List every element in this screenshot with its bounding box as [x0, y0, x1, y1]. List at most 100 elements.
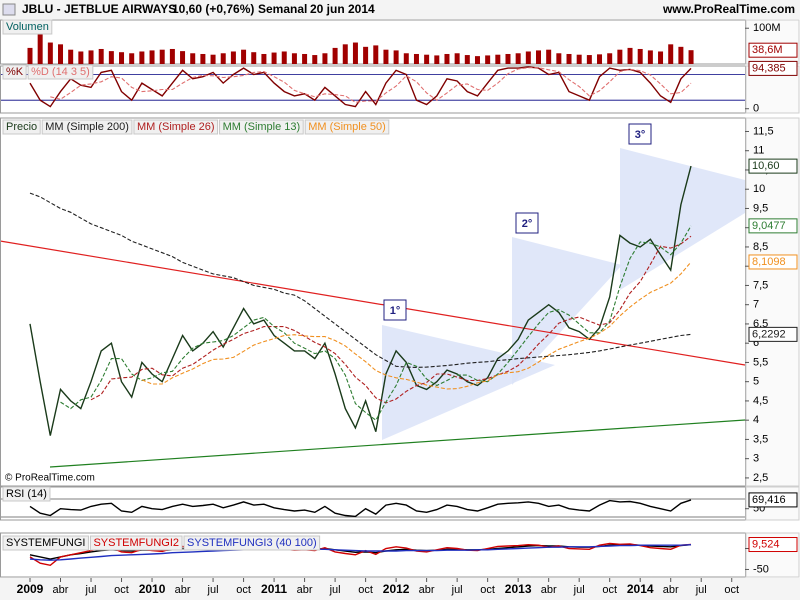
volume-bar: [515, 53, 521, 64]
value-label: 9,524: [752, 538, 780, 550]
value-label-box: [748, 158, 798, 174]
series-line: [141, 261, 692, 390]
value-label-box: [748, 254, 798, 270]
legend-entry: SYSTEMFUNGI2: [93, 537, 179, 549]
price-drawings: 1° 2° 3°: [0, 123, 746, 468]
volume-bar: [424, 54, 430, 64]
legend-box: [27, 64, 94, 80]
legend-entry: MM (Simple 50): [308, 121, 386, 133]
value-label-box: [748, 42, 798, 58]
y-tick-label: 11,5: [753, 125, 774, 137]
legend-entry: %K: [6, 66, 24, 78]
x-tick-label: jul: [451, 584, 463, 596]
volume-bar: [454, 53, 460, 64]
quote: 10,60 (+0,76%): [172, 2, 254, 16]
legend-box: [2, 119, 41, 135]
series-line: [60, 225, 692, 422]
x-axis-strip: [0, 578, 800, 600]
value-label-box: [748, 60, 798, 76]
volume-bar: [678, 46, 684, 64]
legend-box: [2, 535, 89, 551]
volume-bar: [383, 49, 389, 64]
volume-bar: [27, 47, 33, 64]
volume-bar: [108, 51, 114, 64]
legend-box: [183, 535, 321, 551]
y-tick-label: 7,5: [753, 279, 768, 291]
y-tick-label: 50: [753, 503, 765, 515]
annotation-box: [628, 123, 652, 145]
y-tick-label: -50: [753, 563, 769, 575]
value-label: 10,60: [752, 160, 780, 172]
legend-box: [304, 119, 390, 135]
value-label-box: [748, 537, 798, 553]
site: www.ProRealTime.com: [662, 2, 795, 16]
volume-bar: [556, 53, 562, 64]
x-tick-label: abr: [663, 584, 679, 596]
legend-box: [41, 119, 133, 135]
y-tick-label: 100M: [753, 22, 781, 34]
volume-bar: [291, 53, 297, 64]
volume-bar: [658, 51, 664, 64]
x-tick-label: 2011: [261, 582, 287, 596]
x-tick-label: 2013: [505, 582, 532, 596]
volume-bar: [586, 55, 592, 64]
volume-bar: [576, 54, 582, 64]
volume-bar: [607, 53, 613, 64]
x-tick-label: oct: [602, 584, 617, 596]
y-tick-label: 9,5: [753, 202, 768, 214]
volume-bar: [281, 51, 287, 64]
volume-bar: [58, 44, 64, 64]
x-tick-label: oct: [114, 584, 129, 596]
value-label: 38,6M: [752, 44, 783, 56]
series-line: [29, 66, 692, 108]
legend-entry: MM (Simple 13): [223, 121, 301, 133]
volume-bar: [485, 55, 491, 64]
volume-bar: [129, 53, 135, 64]
volume-bar: [180, 51, 186, 64]
volume-bar: [159, 49, 165, 64]
y-tick-label: 3: [753, 453, 759, 465]
value-label: 9,0477: [752, 220, 786, 232]
y-tick-label: 4,5: [753, 395, 768, 407]
legend-box: [133, 119, 219, 135]
annotation-box: [515, 212, 539, 234]
trend-line: [49, 419, 746, 468]
series-line: [29, 192, 692, 368]
volume-bar: [403, 53, 409, 64]
legend-box: [2, 486, 51, 502]
legend-entry: MM (Simple 26): [137, 121, 215, 133]
series-line: [50, 67, 692, 103]
volume-bar: [617, 49, 623, 64]
period: Semanal: [258, 2, 307, 16]
volume-bar: [647, 50, 653, 64]
volume-bar: [220, 53, 226, 64]
legend-entry: MM (Simple 200): [45, 121, 129, 133]
volume-bar: [241, 49, 247, 64]
x-tick-label: oct: [724, 584, 739, 596]
volume-bar: [597, 54, 603, 64]
y-tick-label: 5,5: [753, 356, 768, 368]
header-icon[interactable]: [2, 3, 16, 16]
y-tick-label: 4: [753, 414, 759, 426]
x-tick-label: jul: [207, 584, 219, 596]
x-tick-label: 2009: [17, 582, 44, 596]
volume-bar: [200, 53, 206, 64]
legend-entry: SYSTEMFUNGI3 (40 100): [187, 537, 317, 549]
x-tick-label: jul: [329, 584, 341, 596]
volume-bar: [190, 53, 196, 64]
legend-box: [2, 19, 53, 35]
series-line: [29, 499, 692, 518]
series-line: [29, 165, 692, 436]
volume-bar: [637, 48, 643, 64]
x-tick-label: abr: [175, 584, 191, 596]
volume-bar: [37, 23, 43, 64]
legend-entry: RSI (14): [6, 488, 47, 500]
y-tick-label: 2,5: [753, 472, 768, 484]
y-tick-label: 0: [753, 103, 759, 115]
volume-bar: [210, 54, 216, 64]
volume-bar: [119, 52, 125, 64]
volume-bar: [47, 42, 53, 64]
volume-bar: [393, 50, 399, 64]
volume-bar: [688, 50, 694, 64]
volume-bar: [627, 47, 633, 64]
